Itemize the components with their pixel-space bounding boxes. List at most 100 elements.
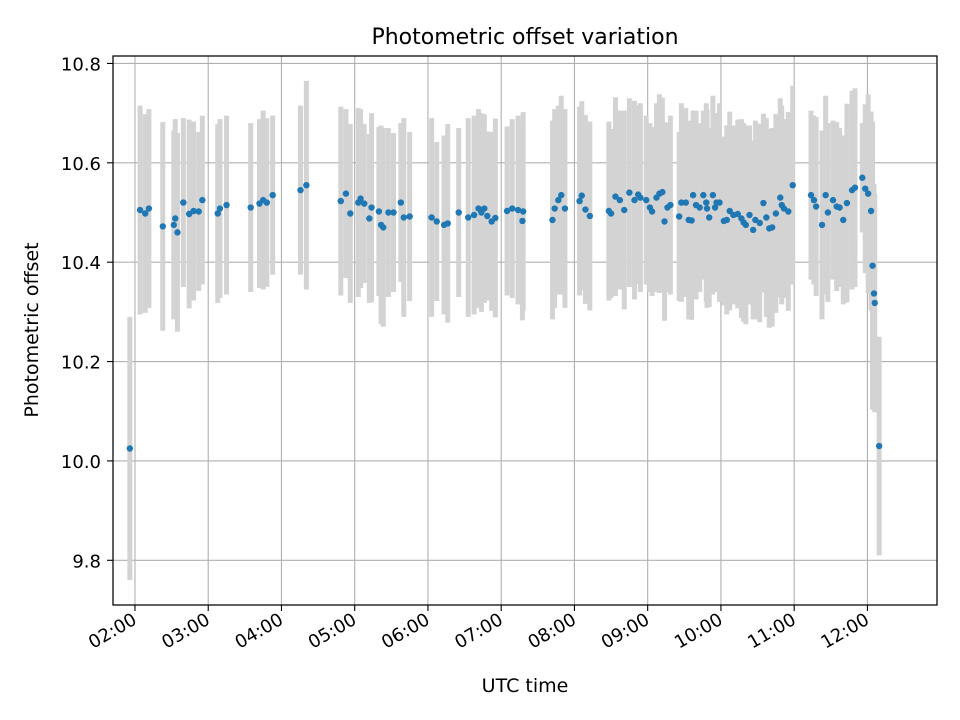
data-point xyxy=(582,206,589,213)
data-point xyxy=(195,208,202,215)
data-point xyxy=(864,190,872,197)
data-point xyxy=(875,442,883,450)
y-axis-label: Photometric offset xyxy=(21,242,43,417)
data-point xyxy=(810,196,818,204)
data-point xyxy=(616,196,624,204)
data-point xyxy=(561,205,569,212)
data-point xyxy=(763,214,770,221)
data-point xyxy=(503,207,511,215)
y-tick-label: 10.2 xyxy=(61,353,101,374)
data-point xyxy=(199,196,206,204)
data-point xyxy=(760,199,767,207)
data-point xyxy=(818,221,826,229)
data-point xyxy=(455,209,462,216)
data-point xyxy=(637,194,644,201)
data-point xyxy=(772,210,780,217)
data-point xyxy=(375,208,383,215)
data-point xyxy=(190,207,197,215)
data-point xyxy=(659,188,666,196)
data-point xyxy=(859,174,866,181)
data-point xyxy=(578,192,585,199)
data-point xyxy=(555,196,562,204)
data-point xyxy=(812,203,820,210)
y-tick-label: 10.0 xyxy=(61,452,101,473)
data-point xyxy=(126,445,134,452)
data-point xyxy=(136,206,144,214)
data-point xyxy=(263,199,271,206)
data-point xyxy=(586,212,594,220)
data-point xyxy=(756,219,763,227)
data-point xyxy=(223,201,230,209)
data-point xyxy=(470,211,478,219)
data-point xyxy=(870,290,878,297)
data-point xyxy=(361,200,368,207)
data-point xyxy=(380,224,387,231)
data-point xyxy=(621,206,628,214)
data-point xyxy=(822,191,829,199)
data-point xyxy=(871,299,878,307)
data-point xyxy=(172,215,179,222)
data-point xyxy=(297,186,304,194)
plot-frame xyxy=(112,55,938,606)
data-point xyxy=(433,218,440,225)
data-point xyxy=(180,199,187,206)
data-point xyxy=(142,210,149,217)
data-point xyxy=(247,204,254,211)
data-point xyxy=(706,214,713,221)
data-point xyxy=(675,213,683,220)
data-point xyxy=(862,185,869,192)
data-point xyxy=(867,207,875,215)
data-point xyxy=(214,210,221,217)
data-point xyxy=(836,204,843,211)
data-point xyxy=(716,199,723,206)
data-point xyxy=(303,181,310,189)
data-point xyxy=(789,181,796,189)
data-point xyxy=(492,214,499,222)
data-point xyxy=(366,215,373,222)
data-point xyxy=(607,210,615,217)
y-tick-label: 10.6 xyxy=(61,154,101,175)
data-point xyxy=(170,221,177,229)
data-point xyxy=(508,205,516,212)
data-point xyxy=(824,209,832,216)
data-point xyxy=(703,205,711,212)
data-point xyxy=(406,213,413,220)
data-point xyxy=(549,216,556,224)
data-point xyxy=(648,208,656,215)
data-point xyxy=(851,184,859,191)
data-point xyxy=(576,197,583,205)
data-point xyxy=(519,217,526,225)
data-point xyxy=(682,199,689,206)
data-point xyxy=(777,194,784,201)
data-point xyxy=(626,189,633,196)
data-point xyxy=(746,211,753,219)
data-point xyxy=(843,199,851,207)
data-point xyxy=(514,206,522,214)
y-tick-label: 10.4 xyxy=(61,253,101,274)
data-point xyxy=(667,201,674,209)
data-point xyxy=(689,191,697,199)
data-point xyxy=(643,196,650,204)
data-point xyxy=(347,210,354,217)
data-point xyxy=(465,214,472,221)
data-point xyxy=(829,196,837,204)
data-point xyxy=(711,204,719,211)
data-point xyxy=(723,216,730,224)
data-point xyxy=(558,191,565,199)
data-point xyxy=(174,229,181,236)
y-tick-label: 10.8 xyxy=(61,54,101,75)
y-tick-label: 9.8 xyxy=(72,551,101,572)
y-axis-ticks: 9.8 10.0 10.2 10.4 10.6 10.8 xyxy=(61,54,113,572)
data-point xyxy=(869,262,876,269)
data-point xyxy=(631,196,638,204)
chart-title: Photometric offset variation xyxy=(371,25,678,50)
data-point xyxy=(385,209,392,216)
data-point xyxy=(696,204,703,211)
data-point xyxy=(742,221,750,229)
data-point xyxy=(661,218,668,225)
data-point xyxy=(428,214,435,221)
data-point xyxy=(216,205,224,212)
data-point xyxy=(688,217,695,224)
data-point xyxy=(678,199,685,206)
